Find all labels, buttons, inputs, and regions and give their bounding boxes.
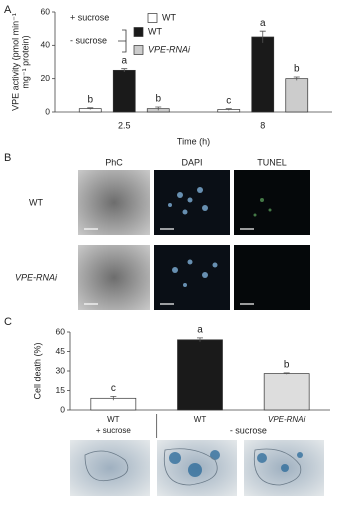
error-bar [293, 76, 300, 81]
y-tick-label: 0 [60, 404, 65, 414]
significance-letter: b [155, 94, 161, 105]
bar [251, 36, 275, 113]
error-bar [121, 68, 128, 72]
significance-letter: c [226, 95, 231, 106]
category-group: + sucrose [96, 426, 131, 435]
legend-swatch [133, 45, 144, 55]
column-label: DAPI [181, 157, 202, 167]
bar [263, 373, 310, 411]
bar [285, 78, 309, 113]
x-tick-label: WT [194, 415, 207, 424]
error-bar [197, 337, 203, 342]
column-label: TUNEL [257, 157, 287, 167]
legend-group: + sucrose [70, 12, 109, 22]
panel-label: C [4, 316, 12, 328]
significance-letter: b [294, 64, 300, 75]
y-tick-label: 60 [41, 6, 51, 16]
column-label: PhC [105, 157, 123, 167]
legend-label: VPE-RNAi [148, 44, 191, 54]
legend-label: WT [162, 12, 176, 22]
error-bar [225, 108, 232, 111]
row-label: VPE-RNAi [15, 272, 58, 282]
significance-letter: c [111, 383, 116, 394]
x-tick-label: WT [107, 415, 120, 424]
significance-letter: a [121, 55, 127, 66]
micrograph-grid [70, 170, 324, 496]
x-axis-label: Time (h) [177, 136, 210, 146]
bar [177, 339, 223, 411]
y-tick-label: 15 [56, 385, 66, 395]
significance-letter: b [284, 360, 290, 371]
significance-letter: a [260, 18, 266, 29]
x-tick-label: 8 [260, 120, 265, 130]
y-axis-label: Cell death (%) [32, 342, 42, 399]
legend-label: WT [148, 26, 162, 36]
y-tick-label: 0 [45, 106, 50, 116]
y-tick-label: 20 [41, 73, 51, 83]
error-bar [155, 106, 162, 111]
legend-swatch [147, 13, 158, 23]
y-tick-label: 60 [56, 326, 66, 336]
row-label: WT [29, 197, 43, 207]
y-axis-label: VPE activity (pmol min⁻¹ [10, 13, 20, 111]
y-tick-label: 45 [56, 346, 66, 356]
legend-group: - sucrose [70, 35, 107, 45]
y-axis-label: mg⁻¹ protein) [20, 35, 30, 88]
error-bar [110, 395, 117, 401]
x-tick-label: VPE-RNAi [268, 415, 306, 424]
significance-letter: a [197, 324, 203, 335]
legend-swatch [133, 27, 144, 37]
y-tick-label: 40 [41, 40, 51, 50]
bar [112, 69, 136, 113]
error-bar [259, 30, 266, 43]
legend-bracket [118, 29, 127, 53]
micrographs [70, 170, 324, 496]
error-bar [283, 372, 290, 375]
category-group: - sucrose [230, 425, 267, 435]
y-tick-label: 30 [56, 365, 66, 375]
significance-letter: b [87, 94, 93, 105]
panel-label: A [4, 4, 12, 16]
error-bar [87, 107, 94, 110]
x-tick-label: 2.5 [118, 120, 131, 130]
panel-label: B [4, 152, 11, 164]
